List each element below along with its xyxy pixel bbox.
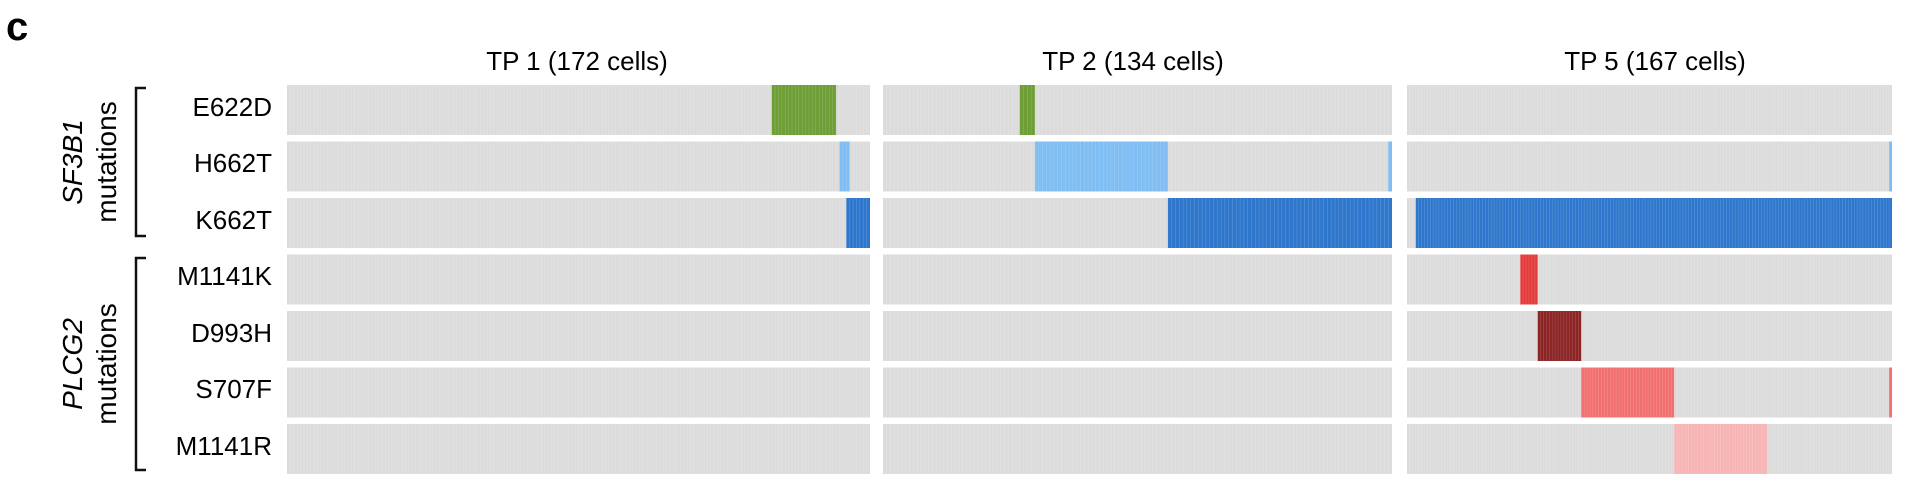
heatmap-row-bg-tp2-M1141R [883,424,1392,474]
cell-separators-tp3-M1141K [1409,254,1890,305]
cell-separators-tp3-M1141R [1409,424,1890,474]
heatmap-row-bg-tp3-M1141R [1407,424,1892,474]
heatmap-cells [287,85,1892,474]
cell-separators-tp2-M1141K [886,254,1389,305]
heatmap-row-bg-tp1-H662T [287,141,870,192]
cell-separators-tp1-E622D [290,85,867,135]
sf3b1-mutations-label: mutations [91,101,122,222]
cell-separators-tp3-H662T [1409,141,1890,192]
row-label-D993H: D993H [191,318,272,348]
row-label-H662T: H662T [194,148,272,178]
mutant-cells-tp1-E622D [771,85,837,135]
heatmap-row-bg-tp1-M1141R [287,424,870,474]
mutant-cells-tp2-E622D [1019,85,1035,135]
row-label-K662T: K662T [195,205,272,235]
sf3b1-gene-label: SF3B1 [57,119,88,205]
tp-title-3: TP 5 (167 cells) [1564,46,1746,76]
cell-separators-tp1-K662T [290,198,867,248]
panel-letter: c [6,5,28,49]
plcg2-gene-label: PLCG2 [57,318,88,410]
cell-separators-tp1-H662T [290,141,867,192]
cell-separators-tp1-S707F [290,367,867,418]
plcg2-mutations-label: mutations [91,303,122,424]
cell-separators-tp3-S707F [1409,367,1890,418]
heatmap-row-bg-tp3-E622D [1407,85,1892,135]
mutant-cells-tp3-S707F [1581,367,1675,418]
heatmap-row-bg-tp2-M1141K [883,254,1392,305]
group-brackets [134,86,146,472]
row-label-E622D: E622D [193,92,273,122]
row-label-M1141R: M1141R [176,431,272,461]
heatmap-row-bg-tp1-S707F [287,367,870,418]
mutant-cells-tp1-K662T [846,198,870,248]
heatmap-row-bg-tp1-D993H [287,311,870,361]
mutant-cells-tp2-K662T [1167,198,1392,248]
mutant-cells-tp2-H662T [1034,141,1168,192]
cell-separators-tp2-H662T [886,141,1389,192]
cell-separators-tp1-D993H [290,311,867,361]
cell-separators-tp1-M1141K [290,254,867,305]
cell-separators-tp3-K662T [1409,198,1890,248]
cell-separators-tp2-E622D [886,85,1389,135]
tp-title-2: TP 2 (134 cells) [1042,46,1224,76]
mutant-cells-tp2-H662T [1388,141,1392,192]
cell-separators-tp1-M1141R [290,424,867,474]
mutant-cells-tp3-M1141R [1674,424,1768,474]
plcg2-bracket [134,256,146,472]
cell-separators-tp3-E622D [1409,85,1890,135]
mutant-cells-tp3-H662T [1889,141,1892,192]
heatmap-row-bg-tp2-D993H [883,311,1392,361]
heatmap-row-bg-tp3-M1141K [1407,254,1892,305]
cell-separators-tp2-K662T [886,198,1389,248]
mutant-cells-tp3-K662T [1415,198,1892,248]
mutant-cells-tp3-D993H [1537,311,1582,361]
tp-title-1: TP 1 (172 cells) [486,46,668,76]
mutant-cells-tp1-H662T [839,141,850,192]
cell-separators-tp2-D993H [886,311,1389,361]
heatmap-row-bg-tp2-E622D [883,85,1392,135]
heatmap-row-bg-tp1-M1141K [287,254,870,305]
cell-separators-tp3-D993H [1409,311,1890,361]
group-labels: SF3B1 mutations PLCG2 mutations [57,101,122,424]
mutation-row-labels: E622D H662T K662T M1141K D993H S707F M11… [176,92,273,461]
mutant-cells-tp3-S707F [1889,367,1892,418]
mutant-cells-tp3-M1141K [1520,254,1538,305]
cell-separators-tp2-M1141R [886,424,1389,474]
row-label-S707F: S707F [195,374,272,404]
timepoint-titles: TP 1 (172 cells) TP 2 (134 cells) TP 5 (… [486,46,1746,76]
sf3b1-bracket [134,86,146,238]
row-label-M1141K: M1141K [177,261,273,291]
heatmap-row-bg-tp3-D993H [1407,311,1892,361]
heatmap-row-bg-tp1-K662T [287,198,870,248]
heatmap-row-bg-tp3-H662T [1407,141,1892,192]
cell-separators-tp2-S707F [886,367,1389,418]
heatmap-row-bg-tp2-S707F [883,367,1392,418]
